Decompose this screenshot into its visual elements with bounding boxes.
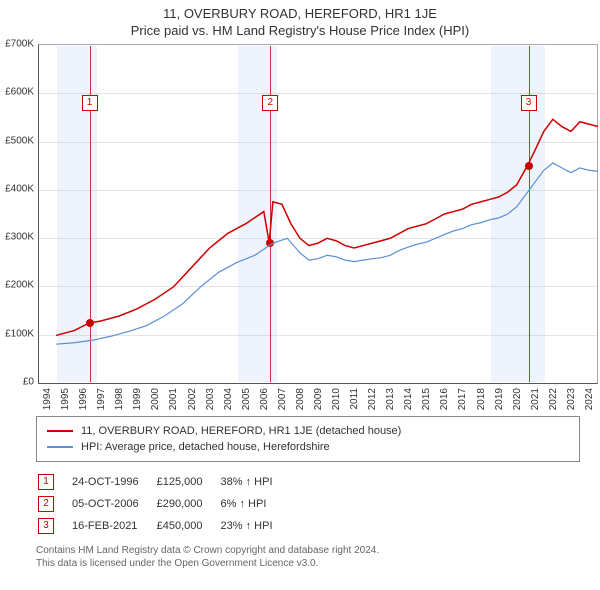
table-row: 3 16-FEB-2021£450,00023% ↑ HPI <box>38 516 289 536</box>
y-tick-label: £400K <box>5 183 34 194</box>
x-tick-label: 2005 <box>241 388 252 410</box>
x-tick-label: 2000 <box>150 388 161 410</box>
footer-attribution: Contains HM Land Registry data © Crown c… <box>36 544 600 570</box>
x-tick-label: 2020 <box>512 388 523 410</box>
x-tick-label: 2022 <box>548 388 559 410</box>
x-tick-label: 2004 <box>223 388 234 410</box>
x-tick-label: 2016 <box>439 388 450 410</box>
x-tick-label: 2018 <box>476 388 487 410</box>
y-tick-label: £100K <box>5 328 34 339</box>
y-tick-label: £200K <box>5 280 34 291</box>
sale-delta: 23% ↑ HPI <box>221 516 289 536</box>
legend-swatch <box>47 430 73 432</box>
title-block: 11, OVERBURY ROAD, HEREFORD, HR1 1JE Pri… <box>0 0 600 38</box>
chart-subtitle: Price paid vs. HM Land Registry's House … <box>0 23 600 38</box>
x-tick-label: 2003 <box>205 388 216 410</box>
x-tick-label: 2024 <box>584 388 595 410</box>
line-series <box>38 44 598 384</box>
sale-date: 05-OCT-2006 <box>72 494 155 514</box>
chart-container: 11, OVERBURY ROAD, HEREFORD, HR1 1JE Pri… <box>0 0 600 590</box>
x-tick-label: 2007 <box>277 388 288 410</box>
x-tick-label: 1999 <box>132 388 143 410</box>
sale-delta: 38% ↑ HPI <box>221 472 289 492</box>
sale-badge-icon: 3 <box>38 518 54 534</box>
footer-line-1: Contains HM Land Registry data © Crown c… <box>36 544 600 557</box>
sale-date: 24-OCT-1996 <box>72 472 155 492</box>
sales-table: 1 24-OCT-1996£125,00038% ↑ HPI 2 05-OCT-200… <box>36 470 291 538</box>
table-row: 2 05-OCT-2006£290,0006% ↑ HPI <box>38 494 289 514</box>
x-tick-label: 2009 <box>313 388 324 410</box>
chart-area: 123 £0£100K£200K£300K£400K£500K£600K£700… <box>38 44 598 384</box>
x-tick-label: 1995 <box>60 388 71 410</box>
x-tick-label: 2021 <box>530 388 541 410</box>
legend-label: HPI: Average price, detached house, Here… <box>81 441 330 453</box>
x-tick-label: 2010 <box>331 388 342 410</box>
x-tick-label: 2015 <box>421 388 432 410</box>
sale-delta: 6% ↑ HPI <box>221 494 289 514</box>
x-tick-label: 2012 <box>367 388 378 410</box>
chart-title: 11, OVERBURY ROAD, HEREFORD, HR1 1JE <box>0 6 600 21</box>
sale-date: 16-FEB-2021 <box>72 516 155 536</box>
sale-badge-icon: 2 <box>38 496 54 512</box>
y-tick-label: £300K <box>5 232 34 243</box>
y-tick-label: £0 <box>23 377 34 388</box>
y-tick-label: £500K <box>5 135 34 146</box>
legend-item: HPI: Average price, detached house, Here… <box>47 439 569 455</box>
sale-price: £450,000 <box>157 516 219 536</box>
x-tick-label: 1996 <box>78 388 89 410</box>
x-tick-label: 2001 <box>168 388 179 410</box>
x-tick-label: 2019 <box>494 388 505 410</box>
legend-swatch <box>47 446 73 448</box>
table-row: 1 24-OCT-1996£125,00038% ↑ HPI <box>38 472 289 492</box>
x-tick-label: 2002 <box>187 388 198 410</box>
x-tick-label: 2006 <box>259 388 270 410</box>
x-tick-label: 1998 <box>114 388 125 410</box>
x-tick-label: 1997 <box>96 388 107 410</box>
sale-price: £290,000 <box>157 494 219 514</box>
x-tick-label: 2017 <box>457 388 468 410</box>
x-tick-label: 2014 <box>403 388 414 410</box>
footer-line-2: This data is licensed under the Open Gov… <box>36 557 600 570</box>
legend-item: 11, OVERBURY ROAD, HEREFORD, HR1 1JE (de… <box>47 423 569 439</box>
legend-label: 11, OVERBURY ROAD, HEREFORD, HR1 1JE (de… <box>81 425 401 437</box>
series-line-property <box>56 119 598 335</box>
y-tick-label: £700K <box>5 39 34 50</box>
x-tick-label: 2023 <box>566 388 577 410</box>
sale-badge-icon: 1 <box>38 474 54 490</box>
x-tick-label: 2011 <box>349 388 360 410</box>
series-line-hpi <box>56 163 598 344</box>
x-tick-label: 2013 <box>385 388 396 410</box>
legend: 11, OVERBURY ROAD, HEREFORD, HR1 1JE (de… <box>36 416 580 462</box>
x-tick-label: 2008 <box>295 388 306 410</box>
x-tick-label: 1994 <box>42 388 53 410</box>
sale-price: £125,000 <box>157 472 219 492</box>
y-tick-label: £600K <box>5 87 34 98</box>
